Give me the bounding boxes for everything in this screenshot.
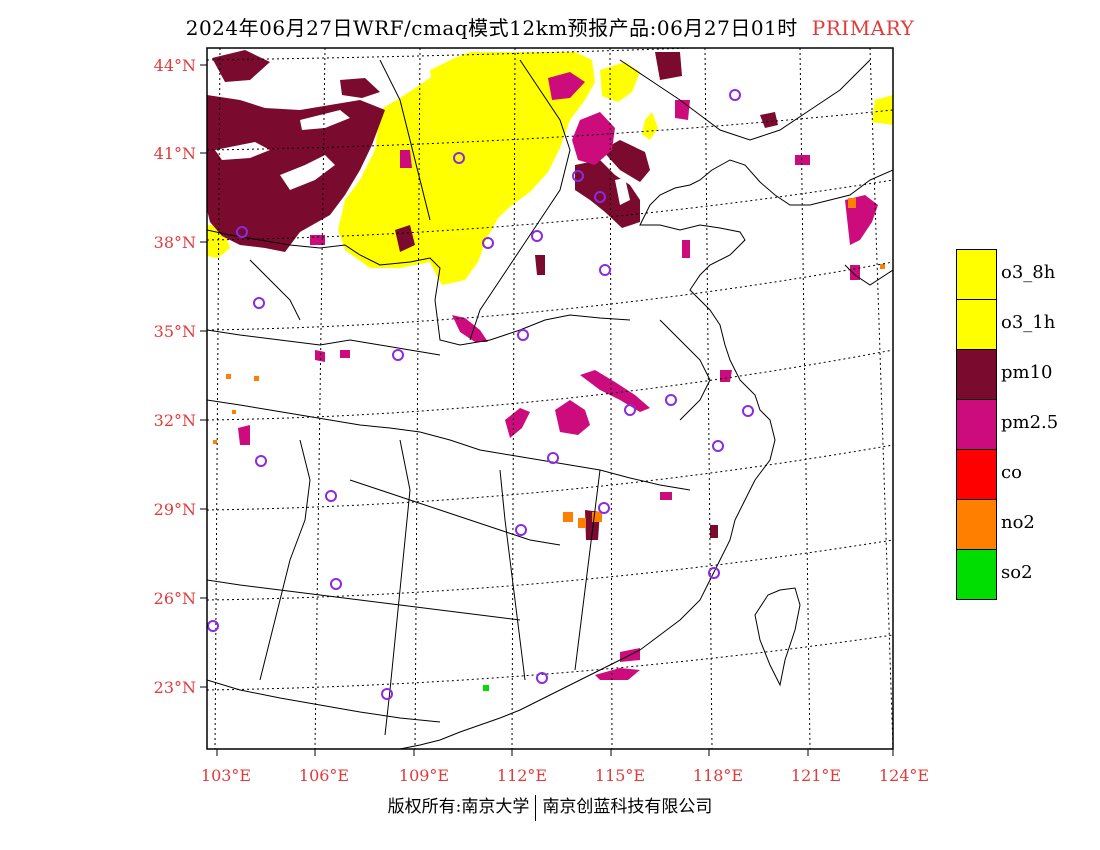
legend-item-o3-8h: o3_8h: [956, 249, 1096, 300]
station-marker: [729, 89, 741, 101]
station-marker: [236, 226, 248, 238]
legend-item-so2: so2: [956, 549, 1096, 600]
axis-ticks: [200, 64, 894, 756]
longitude-labels: 103°E 106°E 109°E 112°E 115°E 118°E 121°…: [201, 766, 929, 785]
lat-label: 23°N: [154, 678, 196, 697]
lat-label: 32°N: [154, 411, 196, 430]
title-primary-tag: PRIMARY: [811, 16, 915, 40]
legend-label: o3_1h: [1001, 312, 1056, 333]
lat-label: 44°N: [154, 56, 196, 75]
legend-swatch: [956, 549, 997, 600]
station-marker: [330, 578, 342, 590]
title-main: 2024年06月27日WRF/cmaq模式12km预报产品:06月27日01时: [185, 16, 798, 40]
station-marker: [517, 329, 529, 341]
station-marker: [665, 394, 677, 406]
so2-area: [483, 685, 489, 691]
legend-label: so2: [1001, 562, 1033, 583]
station-marker: [598, 502, 610, 514]
station-markers: [207, 89, 754, 700]
station-marker: [708, 567, 720, 579]
legend-swatch: [956, 299, 997, 350]
legend-swatch: [956, 349, 997, 400]
legend-swatch: [956, 499, 997, 550]
station-marker: [392, 349, 404, 361]
legend-label: pm10: [1001, 362, 1053, 383]
station-marker: [742, 405, 754, 417]
station-marker: [482, 237, 494, 249]
legend-swatch: [956, 449, 997, 500]
legend-label: o3_8h: [1001, 262, 1056, 283]
legend-label: pm2.5: [1001, 412, 1059, 433]
station-marker: [594, 191, 606, 203]
lat-label: 38°N: [154, 233, 196, 252]
station-marker: [572, 170, 584, 182]
latitude-labels: 44°N 41°N 38°N 35°N 32°N 29°N 26°N 23°N: [154, 56, 196, 697]
legend-item-pm10: pm10: [956, 349, 1096, 400]
map-frame: [206, 47, 894, 750]
graticule: [207, 48, 893, 749]
lat-label: 29°N: [154, 500, 196, 519]
legend-swatch: [956, 399, 997, 450]
station-marker: [515, 524, 527, 536]
station-marker: [712, 440, 724, 452]
lon-label: 121°E: [791, 766, 841, 785]
coastline-and-borders: [207, 59, 893, 749]
lat-label: 26°N: [154, 589, 196, 608]
footer-separator: [535, 794, 537, 821]
lon-label: 103°E: [201, 766, 251, 785]
station-marker: [381, 688, 393, 700]
footer-company: 南京创蓝科技有限公司: [542, 797, 713, 817]
lon-label: 109°E: [399, 766, 449, 785]
lon-label: 106°E: [299, 766, 349, 785]
station-marker: [531, 230, 543, 242]
legend-label: co: [1001, 462, 1022, 483]
station-marker: [255, 455, 267, 467]
legend: o3_8h o3_1h pm10 pm2.5 co no2 so2: [956, 249, 1096, 600]
station-marker: [325, 490, 337, 502]
station-marker: [624, 404, 636, 416]
no2-area: [213, 198, 885, 528]
legend-swatch: [956, 249, 997, 300]
station-marker: [599, 264, 611, 276]
station-marker: [453, 152, 465, 164]
lat-label: 35°N: [154, 322, 196, 341]
legend-item-co: co: [956, 449, 1096, 500]
station-marker: [207, 620, 219, 632]
lon-label: 112°E: [497, 766, 547, 785]
copyright-footer: 版权所有:南京大学 南京创蓝科技有限公司: [0, 792, 1100, 821]
legend-item-no2: no2: [956, 499, 1096, 550]
legend-item-o3-1h: o3_1h: [956, 299, 1096, 350]
legend-label: no2: [1001, 512, 1035, 533]
legend-item-pm25: pm2.5: [956, 399, 1096, 450]
lon-label: 115°E: [595, 766, 645, 785]
lat-label: 41°N: [154, 144, 196, 163]
footer-owner: 版权所有:南京大学: [387, 797, 530, 817]
lon-label: 118°E: [693, 766, 743, 785]
lon-label: 124°E: [879, 766, 929, 785]
station-marker: [536, 672, 548, 684]
map-title: 2024年06月27日WRF/cmaq模式12km预报产品:06月27日01时 P…: [0, 12, 1100, 41]
station-marker: [547, 452, 559, 464]
station-marker: [253, 297, 265, 309]
